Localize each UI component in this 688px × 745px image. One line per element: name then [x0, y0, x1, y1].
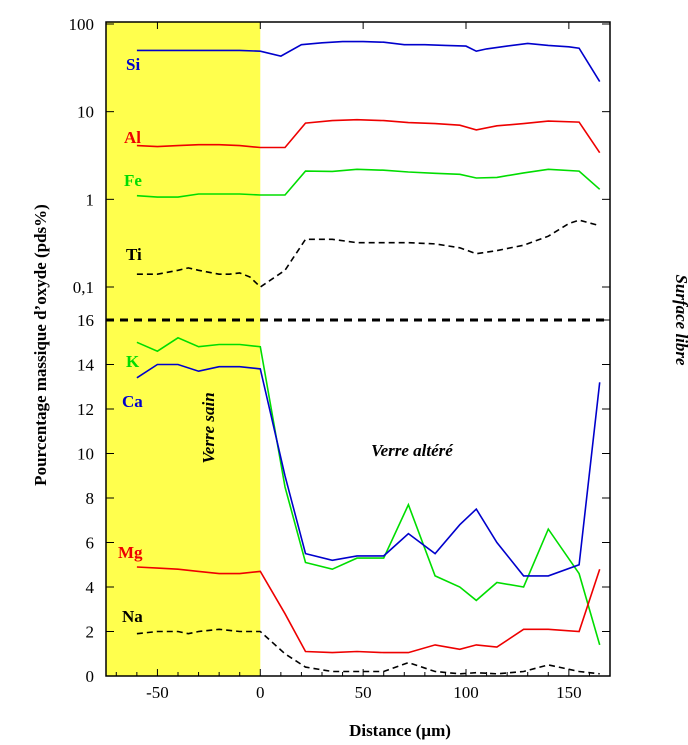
series-label-na: Na: [122, 607, 143, 626]
series-label-fe: Fe: [124, 171, 142, 190]
x-tick-label: -50: [146, 683, 169, 702]
y-tick-label: 0: [86, 667, 95, 686]
x-tick-label: 150: [556, 683, 582, 702]
surface-libre-annotation: Surface libre: [672, 274, 688, 366]
y-tick-label: 10: [77, 445, 94, 464]
series-line-fe: [136, 168, 601, 198]
x-tick-label: 50: [355, 683, 372, 702]
y-tick-label-log: 10: [77, 103, 94, 122]
x-axis-title: Distance (µm): [349, 721, 451, 740]
y-tick-label: 4: [86, 578, 95, 597]
series-line-ca: [136, 363, 601, 577]
x-tick-label: 0: [256, 683, 265, 702]
series-label-ca: Ca: [122, 392, 143, 411]
y-tick-label: 16: [77, 311, 94, 330]
y-tick-label: 14: [77, 356, 95, 375]
verre-altere-annotation: Verre altéré: [371, 441, 454, 460]
series-line-si: [136, 40, 601, 83]
series-label-al: Al: [124, 128, 141, 147]
series-label-ti: Ti: [126, 245, 142, 264]
plot-frame: [105, 21, 611, 677]
y-tick-label-log: 0,1: [73, 278, 94, 297]
series-line-mg: [136, 566, 601, 654]
series-line-al: [136, 118, 601, 154]
y-tick-label: 6: [86, 534, 95, 553]
series-line-k: [136, 336, 601, 646]
series-line-ti: [136, 219, 600, 289]
series-label-k: K: [126, 352, 140, 371]
series-label-si: Si: [126, 55, 140, 74]
x-tick-label: 100: [453, 683, 479, 702]
y-tick-label: 12: [77, 400, 94, 419]
y-tick-label-log: 1: [86, 190, 95, 209]
y-tick-label: 8: [86, 489, 95, 508]
y-tick-label-log: 100: [69, 15, 95, 34]
y-axis-title: Pourcentage massique d’oxyde (pds%): [31, 204, 50, 486]
verre-sain-annotation: Verre sain: [199, 392, 218, 463]
pristine-glass-region: [106, 22, 261, 676]
series-label-mg: Mg: [118, 543, 143, 562]
series-line-na: [136, 628, 600, 675]
y-tick-label: 2: [86, 623, 95, 642]
